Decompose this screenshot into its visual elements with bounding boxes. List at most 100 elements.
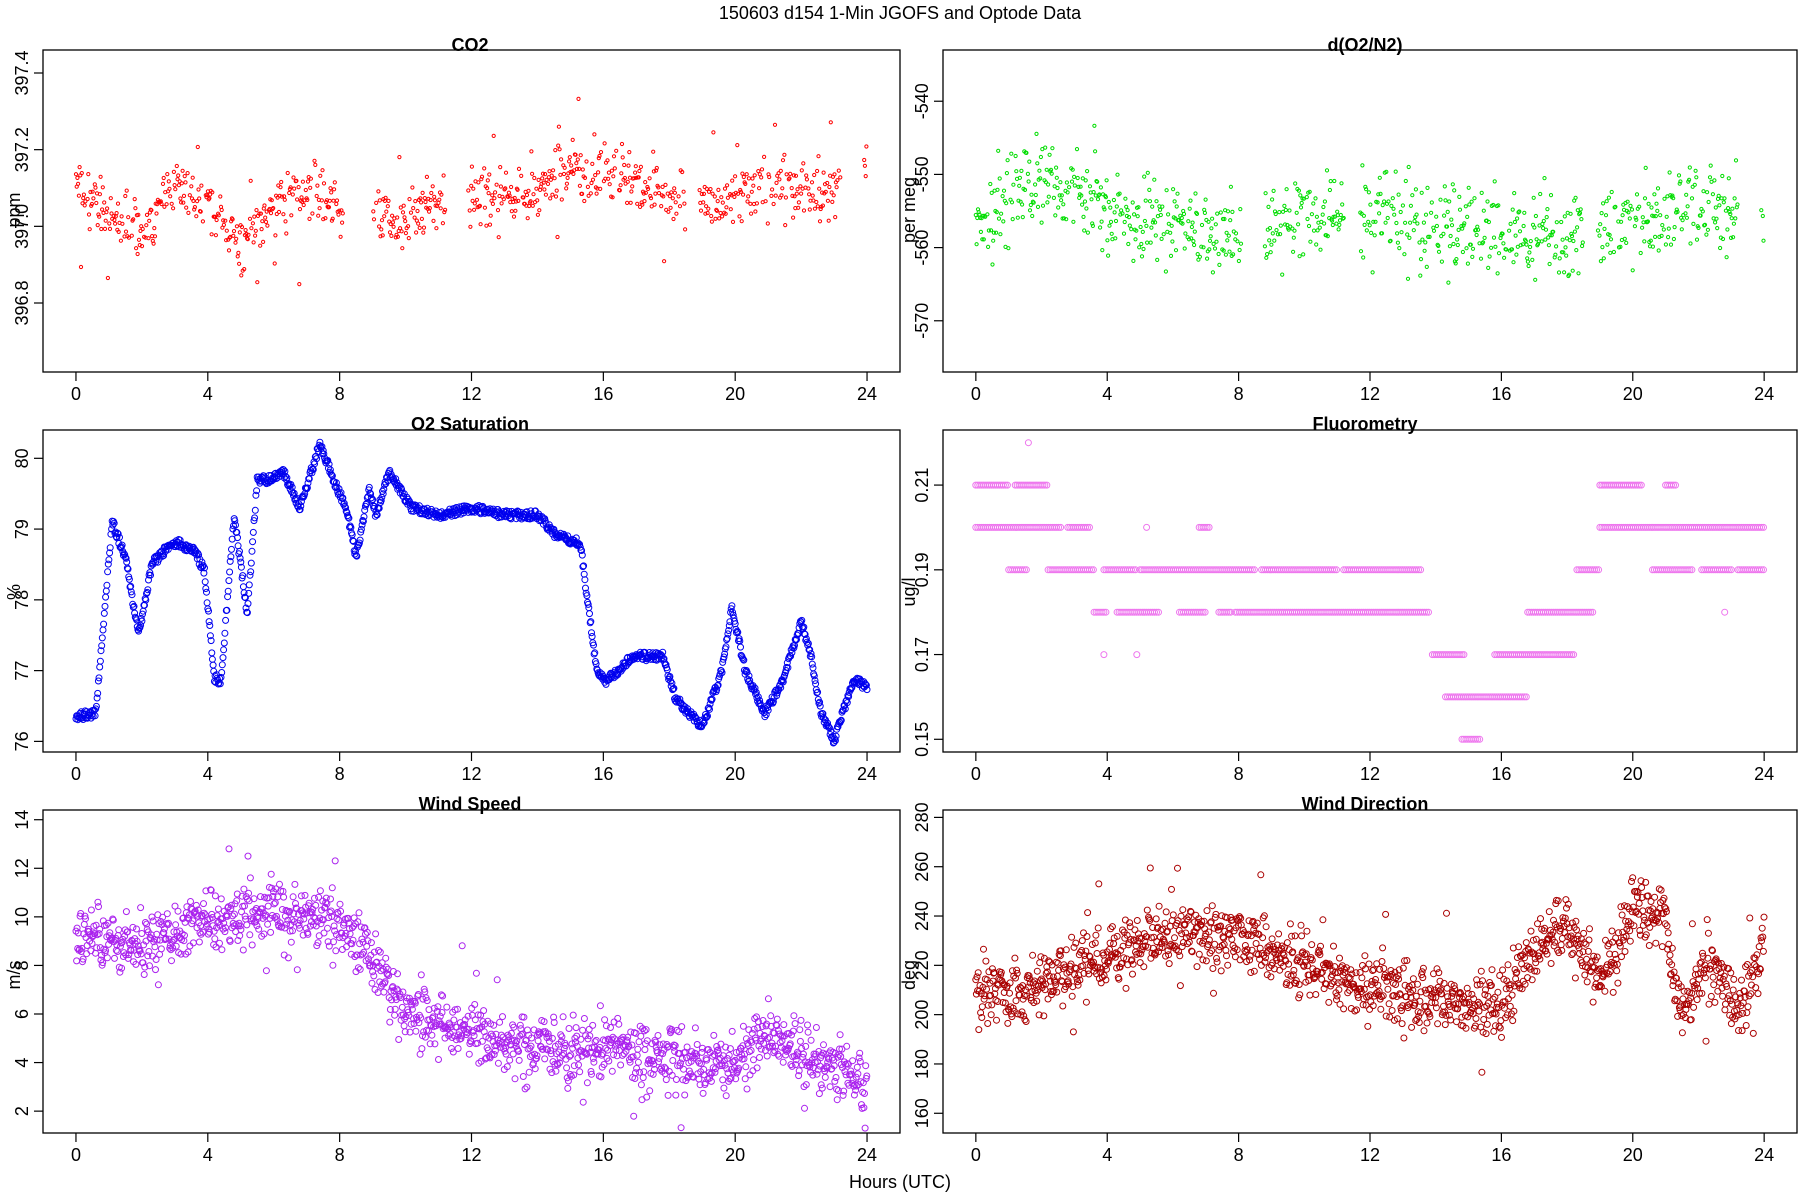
data-point-o2sat <box>328 471 336 479</box>
data-point-co2 <box>749 189 754 194</box>
data-point-co2 <box>491 133 496 138</box>
data-point-wspd <box>643 1093 651 1101</box>
data-point-wspd <box>509 1050 517 1058</box>
data-point-o2n2 <box>1486 219 1492 225</box>
data-point-co2 <box>577 166 582 171</box>
data-point-co2 <box>754 201 760 206</box>
data-point-o2sat <box>377 497 385 505</box>
data-point-o2n2 <box>1159 236 1164 241</box>
data-point-fluoro <box>1057 523 1065 531</box>
data-point-co2 <box>434 226 439 231</box>
data-point-o2n2 <box>1330 218 1335 223</box>
data-point-o2sat <box>816 698 824 706</box>
data-point-co2 <box>765 221 770 226</box>
data-point-co2 <box>371 217 377 222</box>
data-point-wspd <box>405 1012 413 1019</box>
data-point-o2sat <box>841 705 849 713</box>
data-point-o2n2 <box>1061 216 1067 221</box>
data-point-o2sat <box>127 588 135 596</box>
data-point-co2 <box>740 171 745 176</box>
data-point-wspd <box>223 912 231 920</box>
data-point-wspd <box>368 979 376 987</box>
data-point-fluoro <box>1686 566 1694 574</box>
data-point-co2 <box>759 175 764 180</box>
data-point-wspd <box>586 1032 594 1040</box>
data-point-o2n2 <box>1731 221 1737 226</box>
data-point-co2 <box>622 162 627 168</box>
data-point-o2n2 <box>1193 191 1198 196</box>
data-point-co2 <box>390 213 395 218</box>
data-point-co2 <box>185 171 190 176</box>
data-point-wspd <box>796 1037 804 1045</box>
data-point-o2n2 <box>1557 256 1562 261</box>
data-point-co2 <box>258 243 263 248</box>
data-point-o2n2 <box>1168 253 1174 258</box>
data-point-o2n2 <box>1481 208 1486 213</box>
data-point-o2sat <box>253 487 261 495</box>
data-point-co2 <box>159 201 164 207</box>
data-point-co2 <box>168 194 173 199</box>
data-point-o2n2 <box>1618 244 1623 249</box>
data-point-o2n2 <box>1407 235 1412 240</box>
data-point-wspd <box>654 1032 662 1039</box>
data-point-wspd <box>336 900 344 908</box>
data-point-co2 <box>544 177 549 182</box>
data-point-o2n2 <box>1689 196 1695 201</box>
data-point-o2n2 <box>1605 242 1610 247</box>
data-point-o2n2 <box>1015 215 1020 220</box>
data-point-co2 <box>402 215 407 220</box>
data-point-co2 <box>154 211 159 216</box>
data-point-co2 <box>633 164 638 169</box>
data-point-o2n2 <box>1696 225 1701 230</box>
data-point-o2n2 <box>1367 223 1372 228</box>
data-point-o2n2 <box>1436 243 1441 248</box>
data-point-o2n2 <box>1726 176 1731 181</box>
data-point-wspd <box>720 1084 728 1092</box>
y-tick-label-wspd: 8 <box>12 960 32 970</box>
data-point-wspd <box>225 845 233 853</box>
data-point-o2n2 <box>1390 196 1395 201</box>
data-point-wspd <box>796 1026 804 1034</box>
data-point-o2n2 <box>1646 201 1651 206</box>
data-point-o2sat <box>837 717 845 725</box>
data-point-o2n2 <box>1562 270 1567 275</box>
data-point-co2 <box>594 191 599 196</box>
data-point-o2n2 <box>1434 223 1440 229</box>
data-point-o2n2 <box>1417 240 1422 245</box>
data-point-o2sat <box>446 511 454 519</box>
data-point-wspd <box>95 930 103 938</box>
data-point-wspd <box>681 1091 689 1099</box>
data-point-wspd <box>764 995 772 1003</box>
data-point-co2 <box>103 218 108 223</box>
data-point-co2 <box>799 168 804 173</box>
data-point-wspd <box>381 978 389 986</box>
data-point-o2n2 <box>1412 219 1417 224</box>
data-point-co2 <box>233 240 238 245</box>
data-point-o2sat <box>578 551 586 559</box>
data-point-co2 <box>556 124 562 129</box>
data-point-o2n2 <box>1399 230 1404 235</box>
data-point-o2n2 <box>1405 232 1410 237</box>
data-point-wspd <box>678 1023 686 1031</box>
data-point-wspd <box>237 926 245 934</box>
data-point-o2n2 <box>1197 254 1203 259</box>
data-point-o2sat <box>591 649 599 657</box>
data-point-o2n2 <box>1311 201 1316 206</box>
data-point-wspd <box>137 904 145 912</box>
data-point-wspd <box>609 1033 617 1041</box>
data-point-wspd <box>727 1074 735 1082</box>
panel-title-o2sat: O2 Saturation <box>411 414 529 434</box>
data-point-wspd <box>487 1030 495 1038</box>
data-point-o2n2 <box>1168 230 1173 235</box>
data-point-o2n2 <box>1694 175 1699 180</box>
data-point-o2n2 <box>1683 211 1688 216</box>
data-point-co2 <box>166 179 171 184</box>
data-point-o2n2 <box>1330 222 1335 228</box>
data-point-co2 <box>376 189 381 194</box>
data-point-o2n2 <box>1291 235 1296 240</box>
data-point-wspd <box>791 1020 799 1028</box>
data-point-o2n2 <box>1642 239 1647 244</box>
data-point-o2n2 <box>1083 178 1088 183</box>
data-point-o2n2 <box>1275 232 1281 237</box>
data-point-o2sat <box>659 648 667 656</box>
